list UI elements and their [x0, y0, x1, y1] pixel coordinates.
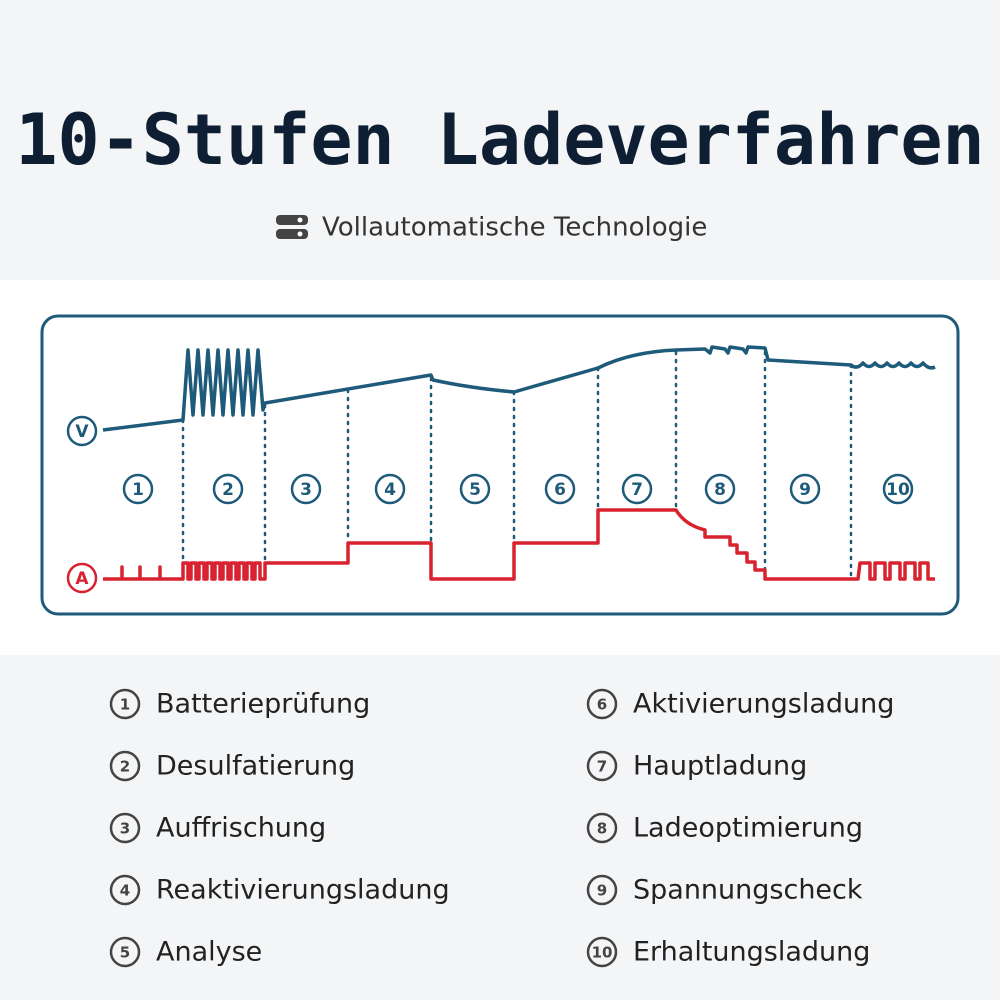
- legend-number: 3: [120, 820, 130, 838]
- stage-number: 2: [222, 480, 234, 500]
- legend-label: Ladeoptimierung: [633, 813, 863, 844]
- legend-badge: [109, 688, 141, 720]
- legend-number: 9: [597, 882, 607, 900]
- legend-badge: [586, 688, 618, 720]
- legend-badge: [586, 750, 618, 782]
- legend-bg: [0, 655, 1000, 1000]
- legend-badge: [109, 936, 141, 968]
- legend-badge: [586, 936, 618, 968]
- legend-label: Aktivierungsladung: [633, 689, 894, 720]
- current-label: A: [75, 569, 89, 589]
- stage-dividers: [181, 350, 853, 577]
- legend-badge: [109, 812, 141, 844]
- legend-badge: [109, 874, 141, 906]
- legend-badge: [109, 750, 141, 782]
- subtitle: Vollautomatische Technologie: [322, 213, 707, 243]
- legend: 1 Batterieprüfung 2 Desulfatierung 3 Auffrisc…: [109, 688, 894, 968]
- stage-badge: [621, 473, 653, 505]
- legend-number: 4: [120, 882, 130, 900]
- stage-number: 4: [384, 480, 396, 500]
- current-curve: [103, 508, 935, 581]
- stage-number: 9: [799, 480, 811, 500]
- stage-badge: [374, 473, 406, 505]
- voltage-curve: [102, 345, 936, 432]
- stage-number: 6: [554, 480, 566, 500]
- legend-badge: [586, 874, 618, 906]
- stage-badge: [212, 473, 244, 505]
- stage-badge: [459, 473, 491, 505]
- stage-number: 10: [886, 480, 910, 500]
- title: 10-Stufen Ladeverfahren: [15, 99, 984, 181]
- stage-badge: [704, 473, 736, 505]
- diagram-frame: [40, 314, 960, 616]
- current-badge: [66, 562, 98, 594]
- stage-badge: [290, 473, 322, 505]
- stage-number: 3: [300, 480, 312, 500]
- legend-label: Reaktivierungsladung: [156, 875, 450, 906]
- legend-number: 2: [120, 758, 130, 776]
- stage-number: 5: [469, 480, 481, 500]
- stage-badge: [122, 473, 154, 505]
- legend-label: Desulfatierung: [156, 751, 355, 782]
- header-bg: [0, 0, 1000, 280]
- stage-numbers: 1 2 3 4 5 6 7 8 9 10: [122, 473, 914, 505]
- stage-badge: [789, 473, 821, 505]
- legend-label: Spannungscheck: [633, 875, 863, 906]
- legend-badge: [586, 812, 618, 844]
- legend-number: 7: [597, 758, 607, 776]
- legend-label: Auffrischung: [156, 813, 326, 844]
- voltage-label: V: [75, 422, 89, 442]
- stage-badge: [882, 473, 914, 505]
- stage-number: 8: [714, 480, 726, 500]
- legend-label: Batterieprüfung: [156, 689, 370, 720]
- legend-label: Analyse: [156, 937, 262, 968]
- stage-badge: [544, 473, 576, 505]
- voltage-badge: [66, 415, 98, 447]
- legend-number: 10: [592, 944, 613, 962]
- legend-number: 6: [597, 696, 607, 714]
- stage-number: 7: [631, 480, 643, 500]
- legend-label: Hauptladung: [633, 751, 807, 782]
- subtitle-icon: [276, 215, 308, 239]
- legend-number: 5: [120, 944, 130, 962]
- legend-label: Erhaltungsladung: [633, 937, 870, 968]
- legend-number: 1: [120, 696, 130, 714]
- stage-number: 1: [132, 480, 144, 500]
- legend-number: 8: [597, 820, 607, 838]
